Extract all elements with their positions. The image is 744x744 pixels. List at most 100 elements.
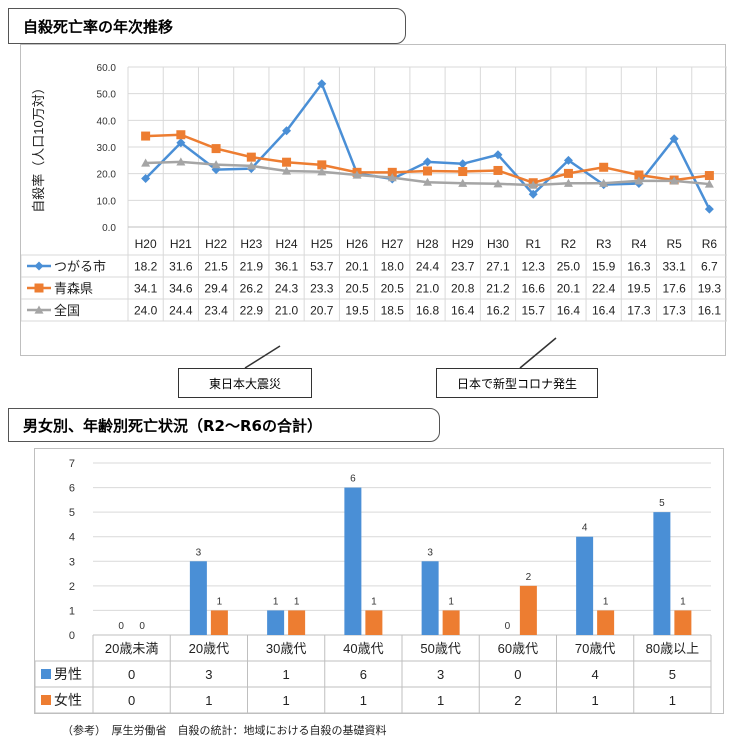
table-value: 24.4 — [169, 304, 193, 318]
corona-note: 日本で新型コロナ発生 — [436, 368, 598, 398]
table-value: 16.1 — [698, 304, 722, 318]
y-tick-label: 2 — [69, 581, 75, 593]
earthquake-note-text: 東日本大震災 — [208, 376, 281, 391]
data-point — [317, 167, 327, 176]
y-tick-label: 7 — [69, 458, 75, 470]
bar-1 — [210, 610, 228, 635]
table-value: 16.2 — [486, 304, 510, 318]
bar-0 — [267, 610, 285, 635]
section1-title: 自殺死亡率の年次推移 — [8, 8, 406, 44]
table-value: 1 — [360, 693, 367, 708]
table-value: 25.0 — [557, 260, 581, 274]
x-tick-label: R5 — [666, 237, 682, 251]
y-tick-label: 0 — [69, 630, 75, 642]
bar-1 — [442, 610, 460, 635]
table-value: 36.1 — [275, 260, 299, 274]
data-point — [563, 155, 573, 165]
bar-1 — [674, 610, 692, 635]
data-point — [563, 178, 573, 187]
table-value: 1 — [437, 693, 444, 708]
bar-value-label: 0 — [139, 621, 145, 632]
data-point — [634, 170, 644, 180]
section1-title-text: 自殺死亡率の年次推移 — [23, 17, 174, 36]
data-point — [176, 130, 186, 140]
table-value: 1 — [592, 693, 599, 708]
bar-1 — [519, 585, 537, 635]
x-tick-label: H30 — [487, 237, 509, 251]
table-value: 22.4 — [592, 282, 616, 296]
table-value: 15.9 — [592, 260, 616, 274]
data-point — [704, 204, 714, 214]
data-point — [176, 138, 186, 148]
table-value: 0 — [128, 693, 135, 708]
data-point — [493, 150, 503, 160]
data-point — [352, 170, 362, 179]
y-tick-label: 20.0 — [97, 170, 117, 181]
y-tick-label: 6 — [69, 483, 75, 495]
table-value: 21.2 — [486, 282, 510, 296]
data-point — [141, 131, 151, 141]
y-tick-label: 1 — [69, 605, 75, 617]
x-tick-label: R3 — [596, 237, 612, 251]
table-value: 19.5 — [627, 282, 651, 296]
bar-value-label: 0 — [505, 621, 511, 632]
table-value: 1 — [283, 667, 290, 682]
data-point — [317, 160, 327, 170]
y-tick-label: 60.0 — [97, 63, 117, 74]
legend-label: つがる市 — [54, 259, 106, 274]
x-tick-label: 50歳代 — [420, 641, 460, 656]
table-value: 19.5 — [345, 304, 369, 318]
y-tick-label: 0.0 — [102, 223, 116, 234]
legend-swatch — [41, 695, 51, 705]
legend-label: 青森県 — [54, 281, 93, 296]
table-value: 16.4 — [451, 304, 475, 318]
table-value: 34.1 — [134, 282, 158, 296]
legend-swatch — [41, 669, 51, 679]
data-point — [246, 152, 256, 162]
data-point — [246, 161, 256, 170]
line-chart: 0.0 10.0 20.0 30.0 40.0 50.0 60.0 自殺率（人口10万対） H2… — [20, 63, 728, 322]
x-tick-label: 30歳代 — [266, 641, 306, 656]
table-value: 3 — [437, 667, 444, 682]
data-point — [423, 177, 432, 186]
earthquake-callout-line — [244, 345, 281, 369]
x-tick-label: H21 — [170, 237, 192, 251]
bar-1 — [288, 610, 306, 635]
data-point — [317, 79, 327, 89]
table-value: 24.4 — [416, 260, 440, 274]
legend-label: 全国 — [54, 303, 80, 318]
bar-value-label: 5 — [659, 498, 665, 509]
table-value: 23.3 — [310, 282, 334, 296]
line-chart-panel: 0.0 10.0 20.0 30.0 40.0 50.0 60.0 自殺率（人口10万対） H2… — [20, 44, 728, 356]
data-point — [423, 157, 432, 167]
x-tick-label: 80歳以上 — [646, 641, 699, 656]
table-value: 23.7 — [451, 260, 475, 274]
table-value: 1 — [669, 693, 676, 708]
data-point — [458, 159, 468, 169]
bar-chart-panel: 0 1 2 3 4 5 6 7 20歳未満 20歳代 30歳代 40歳代 50歳代 60歳代 70歳代 80歳… — [34, 448, 724, 714]
x-tick-label: R6 — [702, 237, 718, 251]
table-value: 19.3 — [698, 282, 722, 296]
table-value: 18.0 — [381, 260, 405, 274]
data-point — [211, 160, 221, 169]
table-value: 16.3 — [627, 260, 651, 274]
table-value: 1 — [283, 693, 290, 708]
x-tick-label: 70歳代 — [575, 641, 615, 656]
x-tick-label: 40歳代 — [343, 641, 383, 656]
section2-title-text: 男女別、年齢別死亡状況（R2～R6の合計） — [23, 416, 322, 435]
data-point — [599, 162, 609, 172]
data-point — [458, 167, 468, 177]
table-value: 20.5 — [381, 282, 405, 296]
data-point — [634, 176, 644, 185]
table-value: 31.6 — [169, 260, 193, 274]
data-point — [211, 165, 221, 175]
y-tick-label: 5 — [69, 507, 75, 519]
y-tick-label: 3 — [69, 556, 75, 568]
table-value: 21.0 — [416, 282, 440, 296]
bar-value-label: 1 — [448, 596, 454, 607]
bar-0 — [653, 512, 671, 635]
table-value: 21.0 — [275, 304, 299, 318]
x-tick-label: H20 — [135, 237, 157, 251]
x-tick-label: 20歳代 — [189, 641, 229, 656]
data-point — [528, 180, 538, 189]
